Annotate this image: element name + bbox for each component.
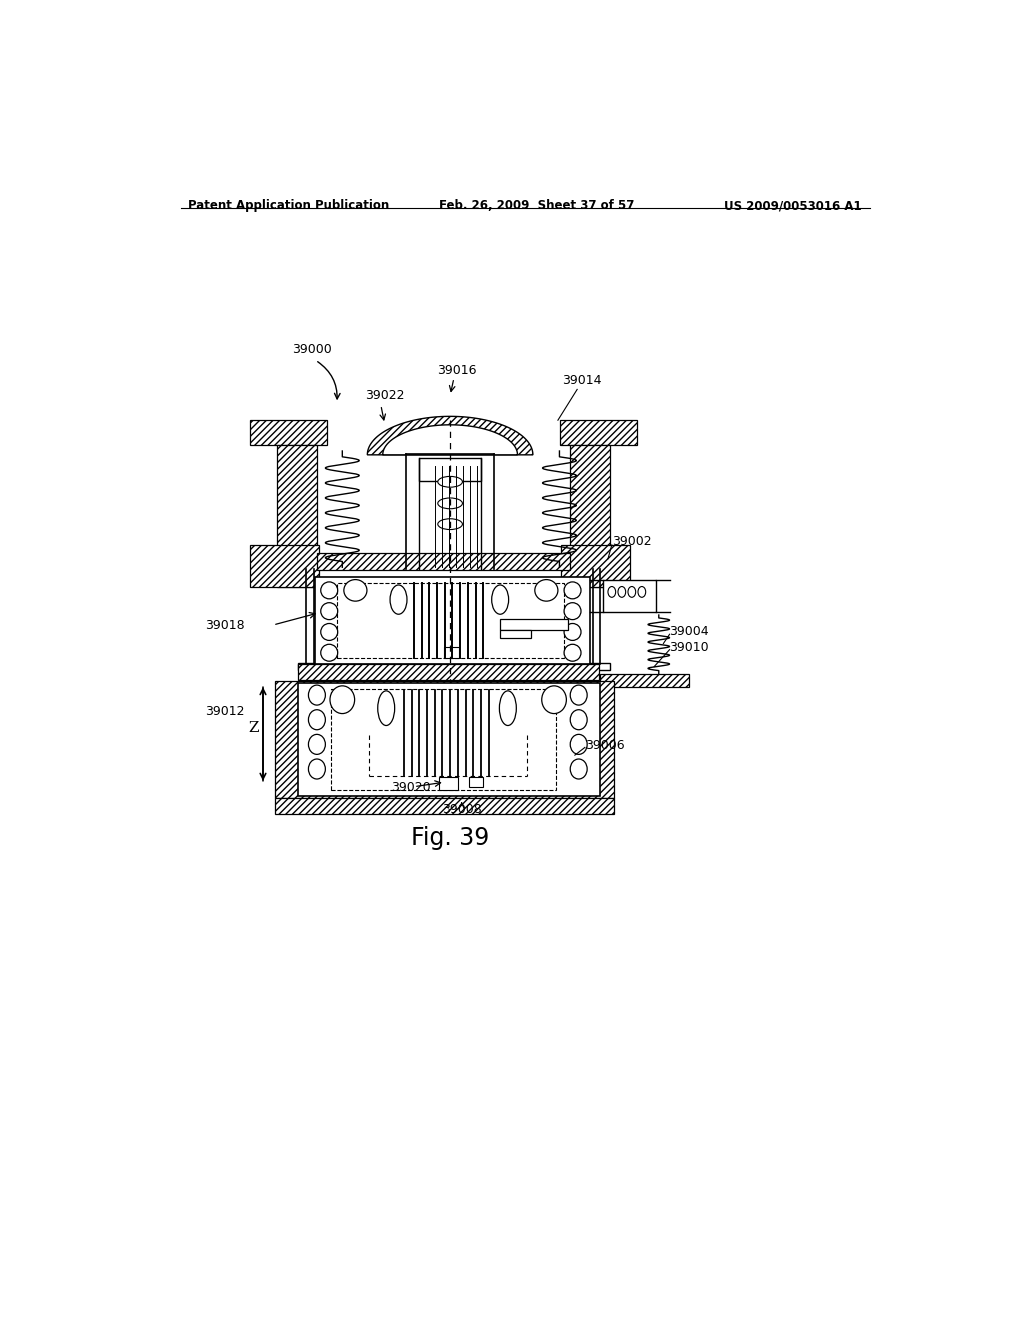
Ellipse shape [564,582,581,599]
Bar [316,553,570,570]
Ellipse shape [308,734,326,755]
Ellipse shape [330,686,354,714]
Ellipse shape [542,686,566,714]
Bar [250,420,327,445]
Bar [500,619,568,631]
Ellipse shape [535,579,558,601]
Bar [315,577,590,664]
Ellipse shape [321,644,338,661]
Text: Fig. 39: Fig. 39 [411,826,489,850]
Ellipse shape [608,586,615,598]
Ellipse shape [570,710,587,730]
Text: 39018: 39018 [205,619,245,631]
Bar [600,673,689,688]
Ellipse shape [308,710,326,730]
Text: 39020: 39020 [391,781,430,795]
Bar [298,664,599,680]
Ellipse shape [638,586,646,598]
Ellipse shape [564,603,581,619]
Bar [469,777,483,787]
Ellipse shape [321,603,338,619]
Polygon shape [383,425,517,455]
Ellipse shape [570,685,587,705]
Bar [570,445,610,587]
Text: Feb. 26, 2009  Sheet 37 of 57: Feb. 26, 2009 Sheet 37 of 57 [438,199,634,213]
Ellipse shape [378,690,394,726]
Ellipse shape [308,685,326,705]
Ellipse shape [500,690,516,726]
Ellipse shape [321,623,338,640]
Bar [298,663,323,671]
Bar [275,797,614,814]
Polygon shape [368,416,532,455]
Ellipse shape [321,582,338,599]
Text: 39012: 39012 [205,705,245,718]
Ellipse shape [617,586,626,598]
Ellipse shape [438,519,463,529]
Text: 39008: 39008 [441,803,481,816]
Bar [603,579,655,612]
Bar [560,420,637,445]
Ellipse shape [564,623,581,640]
Text: 39006: 39006 [585,739,625,751]
Bar [419,458,481,480]
Bar [337,582,564,659]
Text: 39022: 39022 [366,389,404,403]
Text: Z: Z [249,721,259,735]
Text: 39000: 39000 [292,343,332,356]
Ellipse shape [390,585,407,614]
Ellipse shape [344,579,367,601]
Ellipse shape [438,477,463,487]
Text: 39016: 39016 [437,364,476,378]
Bar [250,545,319,587]
Bar [276,445,316,587]
Bar [331,689,556,789]
Text: 39002: 39002 [611,536,651,548]
Text: 39014: 39014 [562,374,601,387]
Bar [275,681,614,797]
Ellipse shape [438,498,463,508]
Bar [585,663,609,671]
Text: 39004: 39004 [670,626,710,639]
Ellipse shape [628,586,636,598]
Ellipse shape [492,585,509,614]
Bar [298,682,600,796]
Bar [500,631,531,638]
Ellipse shape [570,759,587,779]
Ellipse shape [308,759,326,779]
Ellipse shape [564,644,581,661]
Text: 39010: 39010 [670,640,710,653]
Bar [444,647,460,659]
Bar [438,777,458,789]
Text: US 2009/0053016 A1: US 2009/0053016 A1 [724,199,862,213]
Ellipse shape [570,734,587,755]
Text: Patent Application Publication: Patent Application Publication [188,199,389,213]
Bar [561,545,631,587]
